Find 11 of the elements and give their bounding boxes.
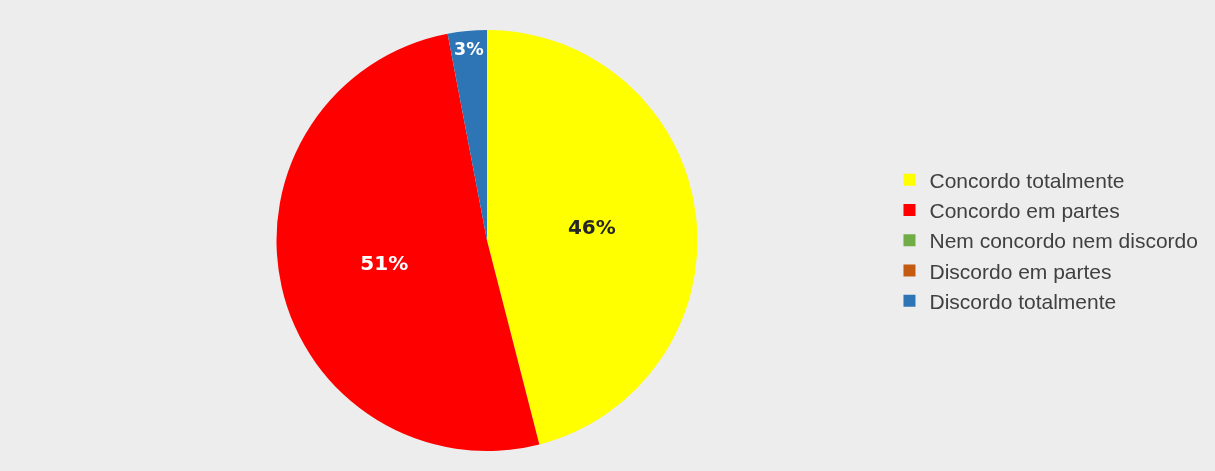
- legend-label: Concordo em partes: [929, 199, 1120, 223]
- pie-slice: [276, 33, 540, 451]
- data-label: 3%: [454, 39, 484, 60]
- pie-slice: [487, 30, 698, 445]
- legend-label: Nem concordo nem discordo: [929, 229, 1198, 253]
- data-label: 46%: [567, 215, 616, 240]
- legend-label: Discordo em partes: [929, 259, 1112, 283]
- data-label: 51%: [360, 251, 409, 276]
- pie-slice: [447, 30, 487, 241]
- legend-label: Concordo totalmente: [929, 168, 1125, 192]
- legend-label: Discordo totalmente: [929, 290, 1117, 314]
